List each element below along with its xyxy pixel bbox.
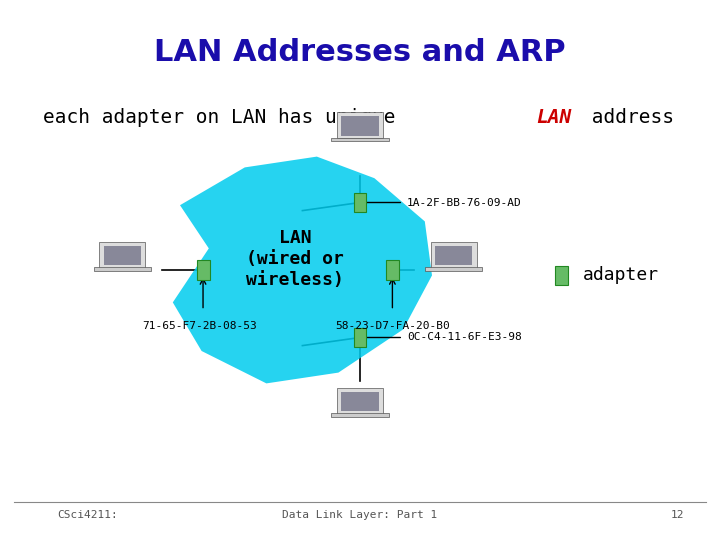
Text: 58-23-D7-FA-20-B0: 58-23-D7-FA-20-B0 xyxy=(335,321,450,332)
FancyBboxPatch shape xyxy=(431,242,477,268)
Text: Data Link Layer: Part 1: Data Link Layer: Part 1 xyxy=(282,510,438,521)
Text: 71-65-F7-2B-08-53: 71-65-F7-2B-08-53 xyxy=(142,321,257,332)
FancyBboxPatch shape xyxy=(354,193,366,212)
Text: LAN Addresses and ARP: LAN Addresses and ARP xyxy=(154,38,566,67)
FancyBboxPatch shape xyxy=(341,116,379,136)
FancyBboxPatch shape xyxy=(386,260,399,280)
FancyBboxPatch shape xyxy=(197,260,210,280)
FancyBboxPatch shape xyxy=(337,112,383,138)
FancyBboxPatch shape xyxy=(331,138,389,141)
Text: each adapter on LAN has unique: each adapter on LAN has unique xyxy=(43,108,408,127)
Text: adapter: adapter xyxy=(583,266,660,285)
FancyBboxPatch shape xyxy=(104,246,141,265)
FancyBboxPatch shape xyxy=(94,267,151,271)
FancyBboxPatch shape xyxy=(435,246,472,265)
Text: CSci4211:: CSci4211: xyxy=(58,510,118,521)
FancyBboxPatch shape xyxy=(331,413,389,417)
FancyBboxPatch shape xyxy=(425,267,482,271)
Text: 0C-C4-11-6F-E3-98: 0C-C4-11-6F-E3-98 xyxy=(407,333,521,342)
Text: 1A-2F-BB-76-09-AD: 1A-2F-BB-76-09-AD xyxy=(407,198,521,207)
Text: address: address xyxy=(580,108,674,127)
Text: 12: 12 xyxy=(670,510,684,521)
Polygon shape xyxy=(173,157,432,383)
Text: LAN: LAN xyxy=(536,108,572,127)
FancyBboxPatch shape xyxy=(555,266,568,285)
Text: LAN
(wired or
wireless): LAN (wired or wireless) xyxy=(246,230,344,289)
FancyBboxPatch shape xyxy=(337,388,383,414)
FancyBboxPatch shape xyxy=(99,242,145,268)
FancyBboxPatch shape xyxy=(354,328,366,347)
FancyBboxPatch shape xyxy=(341,392,379,411)
